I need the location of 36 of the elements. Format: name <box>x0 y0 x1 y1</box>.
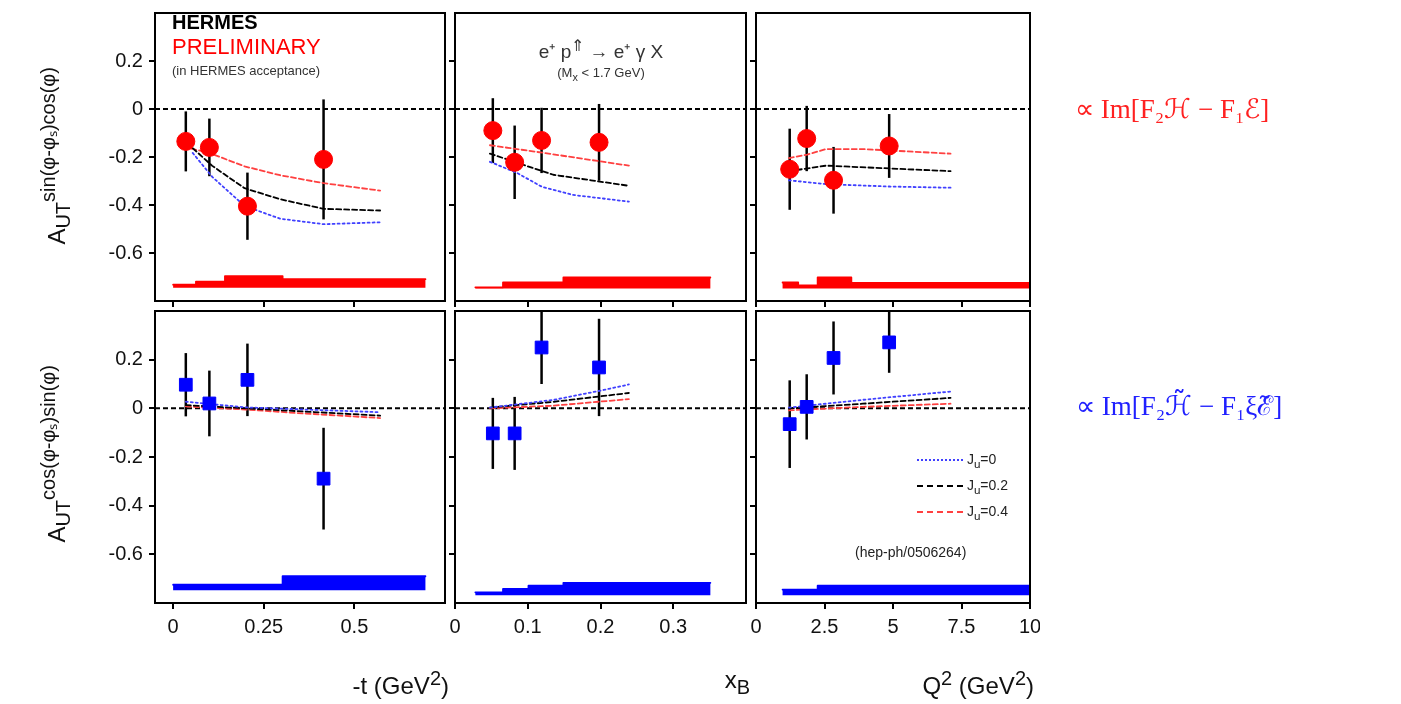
text: ∝ Im[F₂ℋ̃ − F₁ξℰ̃] <box>1076 391 1283 421</box>
annotation: HERMES <box>172 11 258 33</box>
x-axis-title: -t (GeV$^{2}$) <box>352 667 449 699</box>
x-axis-title: Q$^{2}$ (GeV$^{2}$) <box>922 667 1034 699</box>
x-tick-label: 10 <box>1018 614 1042 637</box>
y-tick-label: -0.6 <box>108 240 143 263</box>
x-tick-label: 0.3 <box>659 614 688 637</box>
x-tick-label: 0 <box>167 614 179 637</box>
x-tick-label: 0 <box>750 614 762 637</box>
x-tick-label: 0.1 <box>513 614 542 637</box>
y-tick-label: -0.2 <box>108 144 143 167</box>
y-tick-label: 0.2 <box>115 48 143 71</box>
x-tick-label: 0 <box>449 614 461 637</box>
annotation: PRELIMINARY <box>172 34 321 59</box>
y-tick-label: -0.4 <box>108 192 143 215</box>
x-axis-title: x$_{B}$ <box>724 666 750 698</box>
y-tick-label: 0.2 <box>115 347 143 370</box>
x-tick-label: 0.25 <box>244 614 284 637</box>
x-tick-label: 0.2 <box>586 614 615 637</box>
x-tick-label: 5 <box>887 614 899 637</box>
y-tick-label: 0 <box>131 96 143 119</box>
y-tick-label: 0 <box>131 395 143 418</box>
annotation: (in HERMES acceptance) <box>172 63 321 78</box>
x-tick-label: 7.5 <box>947 614 976 637</box>
y-tick-label: -0.2 <box>108 444 143 467</box>
legend-label: J$_{u}$=0.4 <box>966 502 1008 522</box>
annotation: (hep-ph/0506264) <box>855 544 967 560</box>
legend-label: J$_{u}$=0.2 <box>966 476 1008 496</box>
annotation: (M$_{x}$ < 1.7 GeV) <box>557 65 645 83</box>
annotation: e⁺ p$^{⇑}$ → e⁺ γ X <box>538 37 664 63</box>
y-tick-label: -0.4 <box>108 493 143 516</box>
legend-label: J$_{u}$=0 <box>966 450 997 470</box>
x-tick-label: 2.5 <box>810 614 839 637</box>
text: ∝ Im[F₂ℋ − F₁ℰ] <box>1075 94 1270 124</box>
y-tick-label: -0.6 <box>108 541 143 564</box>
x-tick-label: 0.5 <box>340 614 369 637</box>
